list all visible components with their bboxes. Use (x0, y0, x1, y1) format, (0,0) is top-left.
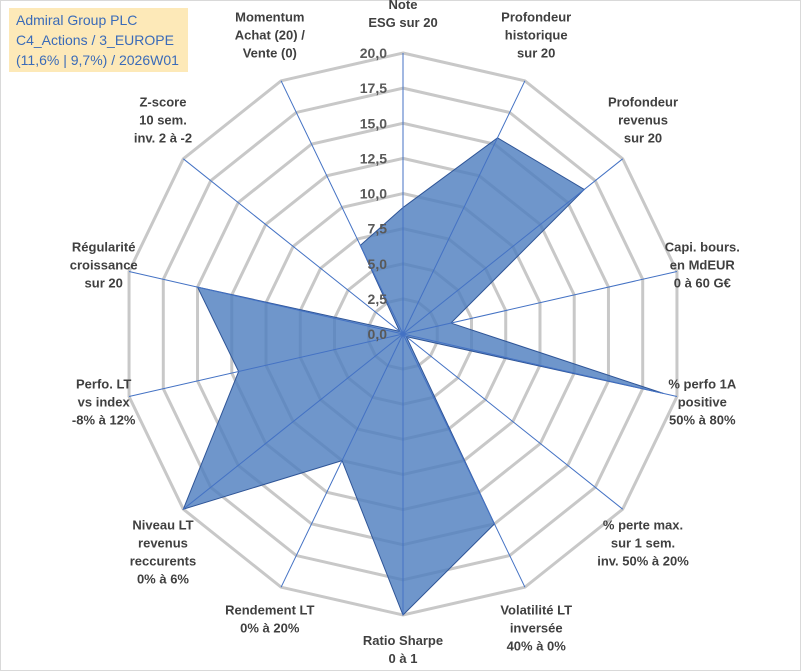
axis-label: Volatilité LT inversée 40% à 0% (500, 603, 572, 654)
tick-label: 2,5 (368, 291, 388, 307)
axis-label: Profondeur revenus sur 20 (608, 95, 678, 146)
tick-labels: 0,0 2,5 5,0 7,5 10,0 12,5 15,0 17,5 20,0 (360, 45, 387, 342)
performance-week: (11,6% | 9,7%) / 2026W01 (16, 52, 179, 68)
axis-label: Ratio Sharpe 0 à 1 (363, 633, 443, 666)
axis-label: Rendement LT 0% à 20% (225, 603, 314, 636)
tick-label: 0,0 (368, 326, 388, 342)
tick-label: 17,5 (360, 80, 387, 96)
axis-labels: Note ESG sur 20 Profondeur historique sur 20… (70, 0, 740, 666)
spoke (128, 270, 404, 335)
category-path: C4_Actions / 3_EUROPE (16, 32, 174, 48)
spoke (402, 333, 526, 588)
axis-label: Momentum Achat (20) / Vente (0) (235, 9, 305, 60)
tick-label: 12,5 (360, 150, 387, 166)
company-name: Admiral Group PLC (16, 12, 138, 28)
radar-spokes (128, 53, 678, 615)
axis-label: Note ESG sur 20 (368, 0, 437, 30)
spoke (128, 333, 404, 398)
chart-title-box: Admiral Group PLC C4_Actions / 3_EUROPE … (9, 8, 188, 72)
tick-label: 10,0 (360, 186, 387, 202)
axis-label: Niveau LT revenus reccurents 0% à 6% (130, 517, 196, 586)
tick-label: 5,0 (368, 256, 388, 272)
spoke (182, 158, 404, 335)
spoke (280, 80, 404, 335)
axis-label: Régularité croissance sur 20 (70, 240, 138, 291)
axis-label: Profondeur historique sur 20 (501, 9, 571, 60)
spoke (280, 333, 404, 588)
tick-label: 15,0 (360, 115, 387, 131)
tick-label: 20,0 (360, 45, 387, 61)
spoke (402, 80, 526, 335)
axis-label: % perte max. sur 1 sem. inv. 50% à 20% (597, 517, 689, 568)
tick-label: 7,5 (368, 221, 388, 237)
axis-label: % perfo 1A positive 50% à 80% (668, 376, 737, 427)
spoke (402, 333, 678, 398)
axis-label: Z-score 10 sem. inv. 2 à -2 (134, 95, 192, 146)
spoke (402, 270, 678, 335)
spoke (182, 333, 404, 510)
axis-label: Capi. bours. en MdEUR 0 à 60 G€ (665, 240, 740, 291)
axis-label: Perfo. LT vs index -8% à 12% (72, 376, 136, 427)
spoke (402, 333, 624, 510)
spoke (402, 158, 624, 335)
